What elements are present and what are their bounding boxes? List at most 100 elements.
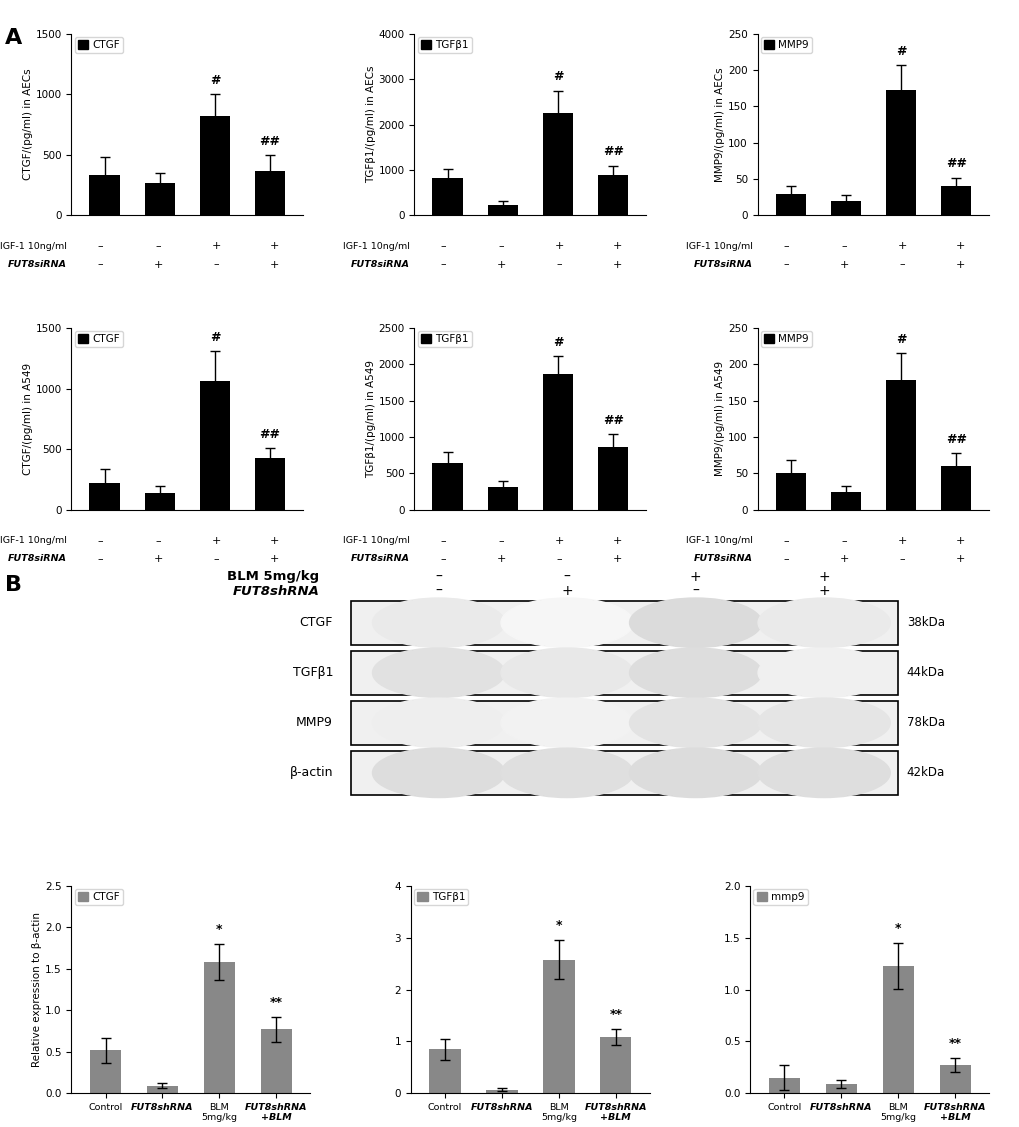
Bar — [829, 491, 860, 509]
Text: +: + — [839, 259, 849, 269]
Text: +: + — [554, 535, 564, 545]
Text: #: # — [210, 331, 220, 344]
Bar — [774, 194, 805, 215]
Text: **: ** — [608, 1009, 622, 1021]
Bar — [352, 701, 897, 745]
Legend: TGFβ1: TGFβ1 — [417, 37, 472, 53]
Text: –: – — [692, 584, 698, 598]
Ellipse shape — [654, 607, 736, 638]
Text: IGF-1 10ng/ml: IGF-1 10ng/ml — [686, 242, 752, 251]
Text: –: – — [556, 259, 561, 269]
Ellipse shape — [384, 753, 492, 793]
Text: +: + — [817, 584, 829, 598]
Text: #: # — [895, 45, 906, 57]
Text: +: + — [612, 259, 622, 269]
Ellipse shape — [397, 757, 480, 788]
Bar — [886, 381, 915, 509]
Bar — [429, 1049, 461, 1093]
Text: –: – — [98, 259, 103, 269]
Text: #: # — [895, 332, 906, 346]
Bar — [90, 483, 119, 509]
Text: +: + — [269, 259, 278, 269]
Text: –: – — [440, 553, 446, 564]
Text: ##: ## — [945, 433, 966, 446]
Bar — [90, 176, 119, 215]
Ellipse shape — [384, 653, 492, 693]
Ellipse shape — [513, 603, 621, 642]
Text: FUT8siRNA: FUT8siRNA — [8, 260, 66, 269]
Text: –: – — [564, 570, 570, 584]
Text: 42kDa: 42kDa — [906, 766, 945, 780]
Text: –: – — [899, 553, 905, 564]
Text: –: – — [155, 535, 161, 545]
Legend: mmp9: mmp9 — [753, 889, 807, 905]
Text: #: # — [552, 70, 562, 83]
Ellipse shape — [629, 698, 761, 747]
Bar — [200, 116, 230, 215]
Y-axis label: TGFβ1/(pg/ml) in A549: TGFβ1/(pg/ml) in A549 — [366, 360, 375, 478]
Text: +: + — [955, 241, 964, 251]
Ellipse shape — [654, 757, 736, 788]
Text: +: + — [154, 553, 163, 564]
Ellipse shape — [757, 698, 890, 747]
Ellipse shape — [526, 757, 607, 788]
Ellipse shape — [513, 753, 621, 793]
Ellipse shape — [783, 757, 865, 788]
Bar — [145, 183, 174, 215]
Ellipse shape — [769, 753, 877, 793]
Text: –: – — [556, 553, 561, 564]
Text: +: + — [269, 241, 278, 251]
Text: +: + — [955, 553, 964, 564]
Ellipse shape — [641, 603, 749, 642]
Text: +: + — [689, 570, 701, 584]
Bar — [352, 650, 897, 695]
Text: –: – — [213, 553, 219, 564]
Bar — [542, 114, 573, 215]
Legend: CTGF: CTGF — [74, 889, 123, 905]
Text: +: + — [211, 241, 221, 251]
Bar — [147, 1085, 178, 1093]
Y-axis label: CTGF/(pg/ml) in A549: CTGF/(pg/ml) in A549 — [22, 363, 33, 474]
Bar — [255, 170, 285, 215]
Bar — [597, 447, 628, 509]
Text: +: + — [897, 535, 906, 545]
Ellipse shape — [397, 708, 480, 738]
Bar — [597, 175, 628, 215]
Text: –: – — [841, 535, 847, 545]
Text: –: – — [213, 259, 219, 269]
Text: *: * — [895, 922, 901, 934]
Text: +: + — [612, 553, 622, 564]
Text: FUT8siRNA: FUT8siRNA — [351, 260, 410, 269]
Bar — [255, 458, 285, 509]
Ellipse shape — [513, 703, 621, 743]
Text: –: – — [440, 535, 446, 545]
Ellipse shape — [641, 753, 749, 793]
Legend: MMP9: MMP9 — [760, 37, 811, 53]
Ellipse shape — [372, 598, 504, 647]
Text: –: – — [435, 570, 441, 584]
Text: A: A — [5, 28, 22, 48]
Bar — [487, 205, 518, 215]
Text: –: – — [98, 535, 103, 545]
Ellipse shape — [526, 607, 607, 638]
Ellipse shape — [526, 708, 607, 738]
Bar — [352, 751, 897, 795]
Bar — [774, 473, 805, 509]
Text: –: – — [899, 259, 905, 269]
Bar — [829, 201, 860, 215]
Bar — [261, 1029, 291, 1093]
Ellipse shape — [526, 657, 607, 689]
Ellipse shape — [500, 648, 633, 698]
Bar — [881, 966, 913, 1093]
Text: +: + — [817, 570, 829, 584]
Ellipse shape — [654, 708, 736, 738]
Text: +: + — [554, 241, 564, 251]
Text: –: – — [783, 241, 789, 251]
Text: **: ** — [948, 1037, 961, 1049]
Y-axis label: TGFβ1/(pg/ml) in AECs: TGFβ1/(pg/ml) in AECs — [366, 65, 375, 184]
Text: +: + — [839, 553, 849, 564]
Bar — [768, 1077, 799, 1093]
Text: 44kDa: 44kDa — [906, 666, 945, 680]
Bar — [145, 492, 174, 509]
Text: –: – — [841, 241, 847, 251]
